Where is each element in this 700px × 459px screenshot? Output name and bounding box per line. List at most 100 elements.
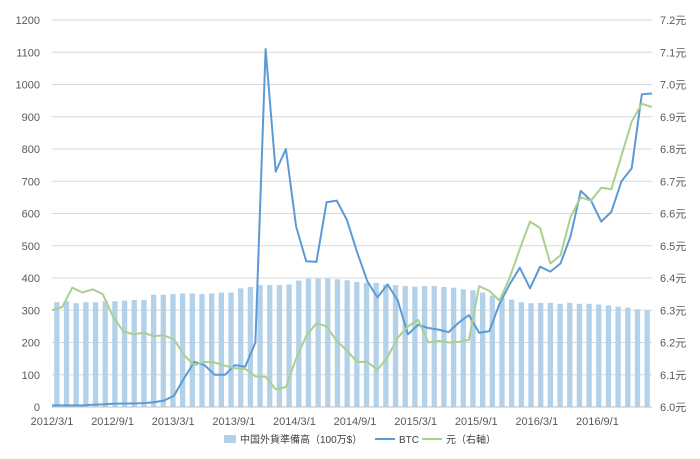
reserves-bar [63,301,70,407]
reserves-bar [354,281,360,407]
reserves-bar [92,302,99,407]
y-right-tick-label: 6.5元 [660,241,686,253]
reserves-bar [441,287,447,407]
reserves-bar [547,302,554,407]
reserves-bar [383,284,389,407]
x-tick-labels: 2012/3/1 2012/9/1 2013/3/1 2013/9/1 2014/3/1… [31,416,619,428]
reserves-bar [615,306,621,407]
x-tick-label: 2015/9/1 [455,416,498,428]
x-tick-label: 2012/9/1 [91,416,134,428]
reserves-bar [470,290,476,407]
reserves-bar [567,302,573,407]
reserves-bar [460,289,466,407]
reserves-bar [121,300,128,407]
reserves-bar [267,285,273,407]
btc-line [52,48,653,407]
legend-label-yuan: 元（右軸） [446,433,496,446]
y-left-tick-labels: 0 100 200 300 400 500 600 700 800 900 1000 1100 1200 [16,15,40,414]
y-left-tick-label: 0 [34,402,40,414]
reserves-bar [538,302,544,407]
y-right-tick-label: 6.2元 [660,338,686,350]
reserves-bar [373,282,379,407]
reserves-bar [296,280,302,407]
y-left-tick-label: 800 [22,144,40,156]
reserves-bar [160,294,166,407]
y-left-tick-label: 1200 [16,15,40,27]
reserves-bar [199,294,205,407]
reserves-bar [54,302,60,407]
legend-label-btc: BTC [399,435,419,446]
x-tick-label: 2016/9/1 [576,416,619,428]
y-right-tick-label: 7.0元 [660,80,686,92]
reserves-bar [344,280,350,407]
reserves-bar [392,285,399,407]
y-right-tick-label: 6.1元 [660,370,686,382]
y-left-tick-label: 500 [22,241,40,253]
reserves-bar [286,284,292,407]
reserves-bar [586,303,592,407]
reserves-bar [238,288,244,407]
y-right-tick-label: 7.2元 [660,15,686,27]
reserves-bar [625,307,631,407]
reserves-bars [54,278,650,407]
reserves-bar [402,286,408,407]
x-tick-label: 2013/3/1 [152,416,195,428]
y-left-tick-label: 100 [22,370,40,382]
reserves-bar [499,297,505,407]
reserves-bar [228,292,234,407]
reserves-bar [131,299,137,407]
reserves-bar [83,302,89,407]
reserves-bar [141,299,147,407]
reserves-bar [576,303,583,407]
reserves-bar [112,301,118,407]
legend-label-reserves: 中国外貨準備高（100万$） [240,433,362,446]
reserves-bar [528,303,534,407]
y-left-tick-label: 900 [22,112,40,124]
legend-swatch-reserves [224,435,236,443]
reserves-bar [325,278,331,407]
reserves-bar [644,310,650,407]
x-tick-label: 2016/3/1 [515,416,558,428]
reserves-bar [276,285,283,407]
x-tick-label: 2012/3/1 [31,416,74,428]
reserves-bar [315,278,321,407]
y-right-tick-label: 7.1元 [660,47,686,59]
reserves-bar [218,292,225,407]
reserves-bar [150,294,157,407]
reserves-bar [509,299,515,407]
yuan-line [51,102,653,391]
reserves-bar [634,309,641,407]
reserves-bar [596,304,602,407]
reserves-bar [412,286,418,407]
y-right-tick-label: 6.6元 [660,209,686,221]
reserves-bar [605,305,612,407]
reserves-bar [479,292,486,407]
reserves-bar [73,303,79,407]
reserves-bar [431,286,437,407]
reserves-bar [170,294,176,407]
x-tick-label: 2015/3/1 [394,416,437,428]
reserves-bar [209,293,215,407]
reserves-bar [102,301,108,407]
y-right-tick-label: 6.3元 [660,305,686,317]
reserves-bar [557,303,563,407]
y-right-tick-label: 6.8元 [660,144,686,156]
legend: 中国外貨準備高（100万$） BTC 元（右軸） [224,433,496,446]
reserves-bar [257,285,263,407]
y-left-tick-label: 600 [22,209,40,221]
reserves-bar [450,287,457,407]
y-left-tick-label: 700 [22,176,40,188]
series-lines [51,48,653,407]
reserves-bar [518,302,525,407]
x-tick-label: 2014/9/1 [334,416,377,428]
reserves-bar [363,282,370,407]
x-tick-label: 2014/3/1 [273,416,316,428]
y-left-tick-label: 1100 [16,47,40,59]
reserves-bar [247,287,254,407]
y-left-tick-label: 200 [22,338,40,350]
y-left-tick-label: 400 [22,273,40,285]
reserves-bar [179,293,186,407]
y-left-tick-label: 1000 [16,80,40,92]
y-left-tick-label: 300 [22,305,40,317]
